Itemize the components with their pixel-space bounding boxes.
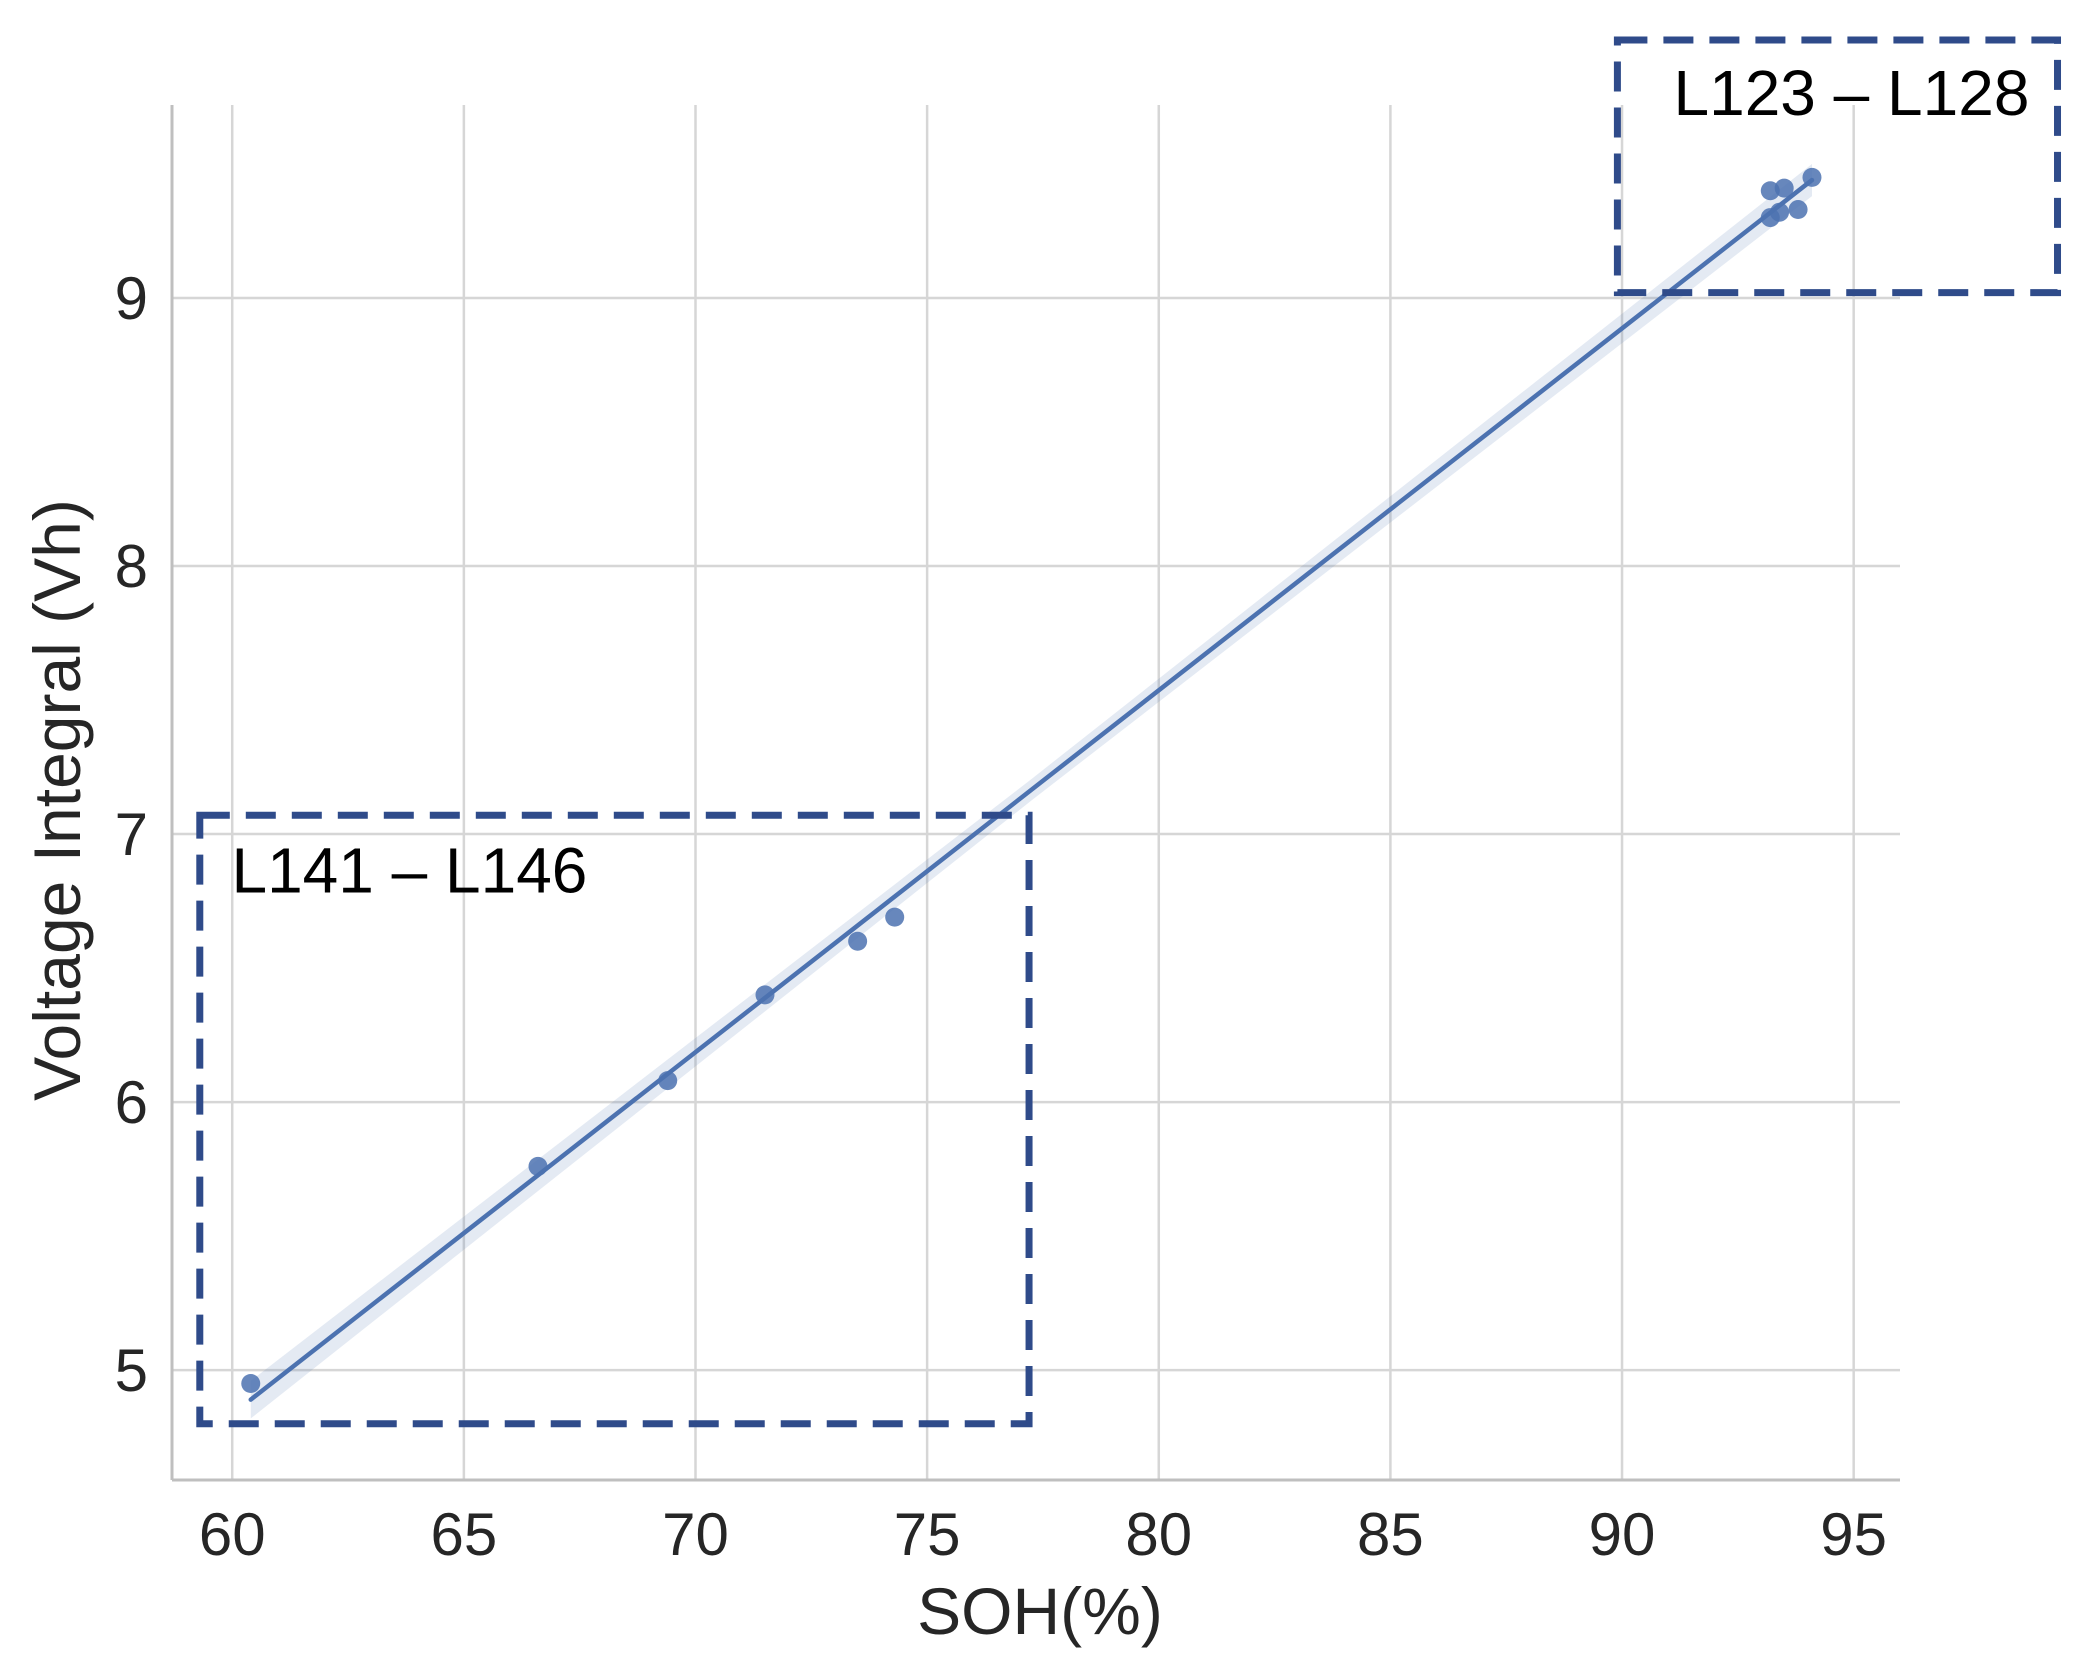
y-tick-label-6: 6 bbox=[115, 1069, 148, 1136]
data-point-5 bbox=[848, 931, 868, 951]
regression-line-group bbox=[248, 177, 1815, 1402]
annotation-label-1: L141 – L146 bbox=[231, 834, 587, 906]
x-tick-label-95: 95 bbox=[1820, 1501, 1887, 1568]
data-point-11 bbox=[1788, 200, 1808, 220]
data-point-6 bbox=[885, 907, 905, 927]
regression-line bbox=[248, 177, 1815, 1402]
x-axis-title: SOH(%) bbox=[917, 1574, 1163, 1648]
grid-lines-x bbox=[230, 105, 1855, 1480]
y-tick-label-9: 9 bbox=[115, 265, 148, 332]
x-tick-label-65: 65 bbox=[430, 1501, 497, 1568]
y-tick-label-7: 7 bbox=[115, 801, 148, 868]
data-point-9 bbox=[1770, 202, 1790, 222]
x-tick-label-90: 90 bbox=[1589, 1501, 1656, 1568]
y-tick-label-8: 8 bbox=[115, 533, 148, 600]
data-point-2 bbox=[528, 1156, 548, 1176]
grid-lines-y bbox=[172, 296, 1900, 1372]
x-tick-label-60: 60 bbox=[199, 1501, 266, 1568]
axis-spines bbox=[170, 105, 1900, 1482]
x-tick-label-80: 80 bbox=[1125, 1501, 1192, 1568]
x-tick-labels: 60 65 70 75 80 85 90 95 bbox=[199, 1501, 1887, 1568]
data-point-4 bbox=[755, 985, 775, 1005]
y-tick-label-5: 5 bbox=[115, 1337, 148, 1404]
x-tick-label-85: 85 bbox=[1357, 1501, 1424, 1568]
annotation-box-2 bbox=[1613, 36, 2062, 297]
annotation-label-2: L123 – L128 bbox=[1674, 57, 2030, 129]
y-axis-title: Voltage Integral (Vh) bbox=[20, 499, 94, 1101]
data-point-12 bbox=[1802, 167, 1822, 187]
y-tick-labels: 5 6 7 8 9 bbox=[115, 265, 148, 1404]
x-tick-label-70: 70 bbox=[662, 1501, 729, 1568]
data-point-1 bbox=[241, 1374, 261, 1394]
annotation-boxes: L141 – L146 L123 – L128 bbox=[196, 36, 2062, 1428]
x-tick-label-75: 75 bbox=[894, 1501, 961, 1568]
data-point-10 bbox=[1774, 178, 1794, 198]
annotation-box-1 bbox=[196, 811, 1033, 1428]
data-points bbox=[241, 167, 1822, 1394]
data-point-3 bbox=[658, 1071, 678, 1091]
